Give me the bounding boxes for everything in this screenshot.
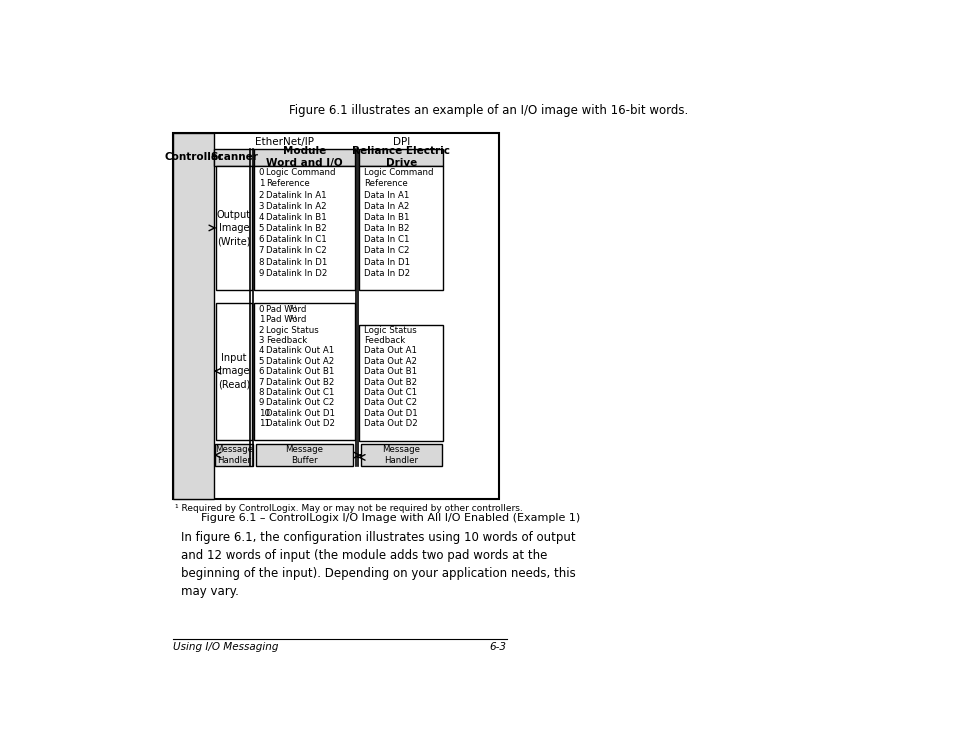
Bar [359, 165, 443, 290]
Text: Datalink In A1: Datalink In A1 [266, 190, 327, 199]
Text: Datalink Out D1: Datalink Out D1 [266, 409, 335, 418]
Text: Data Out D1: Data Out D1 [364, 409, 417, 418]
Text: Controller: Controller [164, 152, 223, 162]
Text: Data In D1: Data In D1 [364, 258, 410, 266]
Text: 5: 5 [258, 357, 264, 366]
Text: 8: 8 [258, 258, 264, 266]
Text: 7: 7 [258, 378, 264, 387]
Text: Datalink In D2: Datalink In D2 [266, 269, 328, 277]
Text: Data Out B2: Data Out B2 [364, 378, 416, 387]
Text: Data Out C1: Data Out C1 [364, 388, 416, 397]
Text: Data In C2: Data In C2 [364, 246, 409, 255]
Text: Data Out C2: Data Out C2 [364, 399, 416, 407]
Text: Datalink Out B2: Datalink Out B2 [266, 378, 335, 387]
Text: Output
Image
(Write): Output Image (Write) [216, 210, 251, 246]
Text: Data In A1: Data In A1 [364, 190, 409, 199]
Text: 0: 0 [258, 168, 264, 177]
Text: 4: 4 [258, 346, 264, 356]
Text: Datalink Out D2: Datalink Out D2 [266, 419, 335, 428]
Text: Reliance Electric
Drive: Reliance Electric Drive [352, 146, 450, 168]
Text: 9: 9 [258, 269, 264, 277]
Bar [253, 303, 355, 440]
Text: 6-3: 6-3 [489, 642, 506, 652]
Text: 0: 0 [258, 305, 264, 314]
Bar [360, 444, 441, 466]
Text: Feedback: Feedback [364, 336, 405, 345]
Bar [215, 444, 253, 466]
Text: 6: 6 [258, 235, 264, 244]
Text: 2: 2 [258, 190, 264, 199]
Text: Data In D2: Data In D2 [364, 269, 410, 277]
Text: Data Out D2: Data Out D2 [364, 419, 417, 428]
Text: Logic Status: Logic Status [364, 325, 416, 334]
Text: Figure 6.1 illustrates an example of an I/O image with 16-bit words.: Figure 6.1 illustrates an example of an … [289, 103, 688, 117]
Text: Data Out A2: Data Out A2 [364, 357, 416, 366]
Text: Datalink Out B1: Datalink Out B1 [266, 368, 335, 376]
Text: Pad Word: Pad Word [266, 315, 307, 324]
Text: 1: 1 [258, 179, 264, 188]
Bar [216, 165, 252, 290]
Text: Data Out A1: Data Out A1 [364, 346, 416, 356]
Text: Data In C1: Data In C1 [364, 235, 409, 244]
Bar [216, 303, 252, 440]
Text: Reference: Reference [364, 179, 408, 188]
Text: Datalink In C1: Datalink In C1 [266, 235, 327, 244]
Text: Datalink Out A1: Datalink Out A1 [266, 346, 335, 356]
Text: Datalink In B1: Datalink In B1 [266, 213, 327, 222]
Text: 6: 6 [258, 368, 264, 376]
Text: In figure 6.1, the configuration illustrates using 10 words of output
and 12 wor: In figure 6.1, the configuration illustr… [181, 531, 576, 599]
Text: 1: 1 [258, 315, 264, 324]
Text: Pad Word: Pad Word [266, 305, 307, 314]
Text: Logic Command: Logic Command [364, 168, 434, 177]
Text: 4: 4 [258, 213, 264, 222]
Bar [213, 148, 253, 165]
Text: Data In B1: Data In B1 [364, 213, 409, 222]
Text: Datalink Out C1: Datalink Out C1 [266, 388, 335, 397]
Text: 7: 7 [258, 246, 264, 255]
Bar [173, 134, 498, 499]
Text: Module
Word and I/O: Module Word and I/O [266, 146, 342, 168]
Text: ¹ Required by ControlLogix. May or may not be required by other controllers.: ¹ Required by ControlLogix. May or may n… [174, 504, 522, 513]
Text: DPI: DPI [393, 137, 410, 148]
Text: Logic Command: Logic Command [266, 168, 335, 177]
Text: 9: 9 [258, 399, 264, 407]
Text: Message
Handler: Message Handler [382, 445, 420, 465]
Text: Reference: Reference [266, 179, 310, 188]
Bar [253, 148, 355, 165]
Text: Using I/O Messaging: Using I/O Messaging [173, 642, 278, 652]
Bar [359, 148, 443, 165]
Text: Datalink In C2: Datalink In C2 [266, 246, 327, 255]
Bar [173, 134, 213, 499]
Text: Message
Handler: Message Handler [214, 445, 253, 465]
Text: Data In A2: Data In A2 [364, 201, 409, 210]
Text: Message
Buffer: Message Buffer [285, 445, 323, 465]
Text: Input
Image
(Read): Input Image (Read) [217, 353, 250, 390]
Text: 11: 11 [258, 419, 270, 428]
Text: (1): (1) [289, 315, 297, 320]
Bar [255, 444, 353, 466]
Text: Datalink In D1: Datalink In D1 [266, 258, 328, 266]
Text: Data In B2: Data In B2 [364, 224, 409, 233]
Text: Scanner: Scanner [210, 152, 257, 162]
Text: Datalink In B2: Datalink In B2 [266, 224, 327, 233]
Text: Figure 6.1 – ControlLogix I/O Image with All I/O Enabled (Example 1): Figure 6.1 – ControlLogix I/O Image with… [200, 513, 579, 523]
Bar [359, 325, 443, 441]
Text: Data Out B1: Data Out B1 [364, 368, 416, 376]
Text: 2: 2 [258, 325, 264, 334]
Text: Datalink In A2: Datalink In A2 [266, 201, 327, 210]
Bar [253, 165, 355, 290]
Text: 5: 5 [258, 224, 264, 233]
Text: Datalink Out C2: Datalink Out C2 [266, 399, 335, 407]
Text: 3: 3 [258, 201, 264, 210]
Text: 10: 10 [258, 409, 270, 418]
Text: 3: 3 [258, 336, 264, 345]
Text: Datalink Out A2: Datalink Out A2 [266, 357, 335, 366]
Text: Logic Status: Logic Status [266, 325, 319, 334]
Text: EtherNet/IP: EtherNet/IP [254, 137, 314, 148]
Text: Feedback: Feedback [266, 336, 308, 345]
Text: 8: 8 [258, 388, 264, 397]
Text: (1): (1) [289, 305, 297, 309]
